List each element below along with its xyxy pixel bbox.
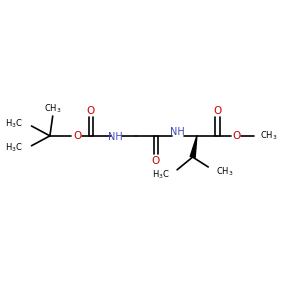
Text: CH$_3$: CH$_3$ xyxy=(260,130,278,142)
Text: H$_3$C: H$_3$C xyxy=(152,168,170,181)
Text: O: O xyxy=(232,131,241,141)
Text: CH$_3$: CH$_3$ xyxy=(44,103,62,115)
Text: CH$_3$: CH$_3$ xyxy=(216,166,233,178)
Text: NH: NH xyxy=(108,132,123,142)
Text: NH: NH xyxy=(170,128,185,137)
Polygon shape xyxy=(190,136,197,158)
Text: H$_3$C: H$_3$C xyxy=(5,118,23,130)
Text: O: O xyxy=(213,106,221,116)
Text: H$_3$C: H$_3$C xyxy=(5,142,23,154)
Text: O: O xyxy=(73,131,81,141)
Text: O: O xyxy=(87,106,95,116)
Text: O: O xyxy=(152,156,160,166)
